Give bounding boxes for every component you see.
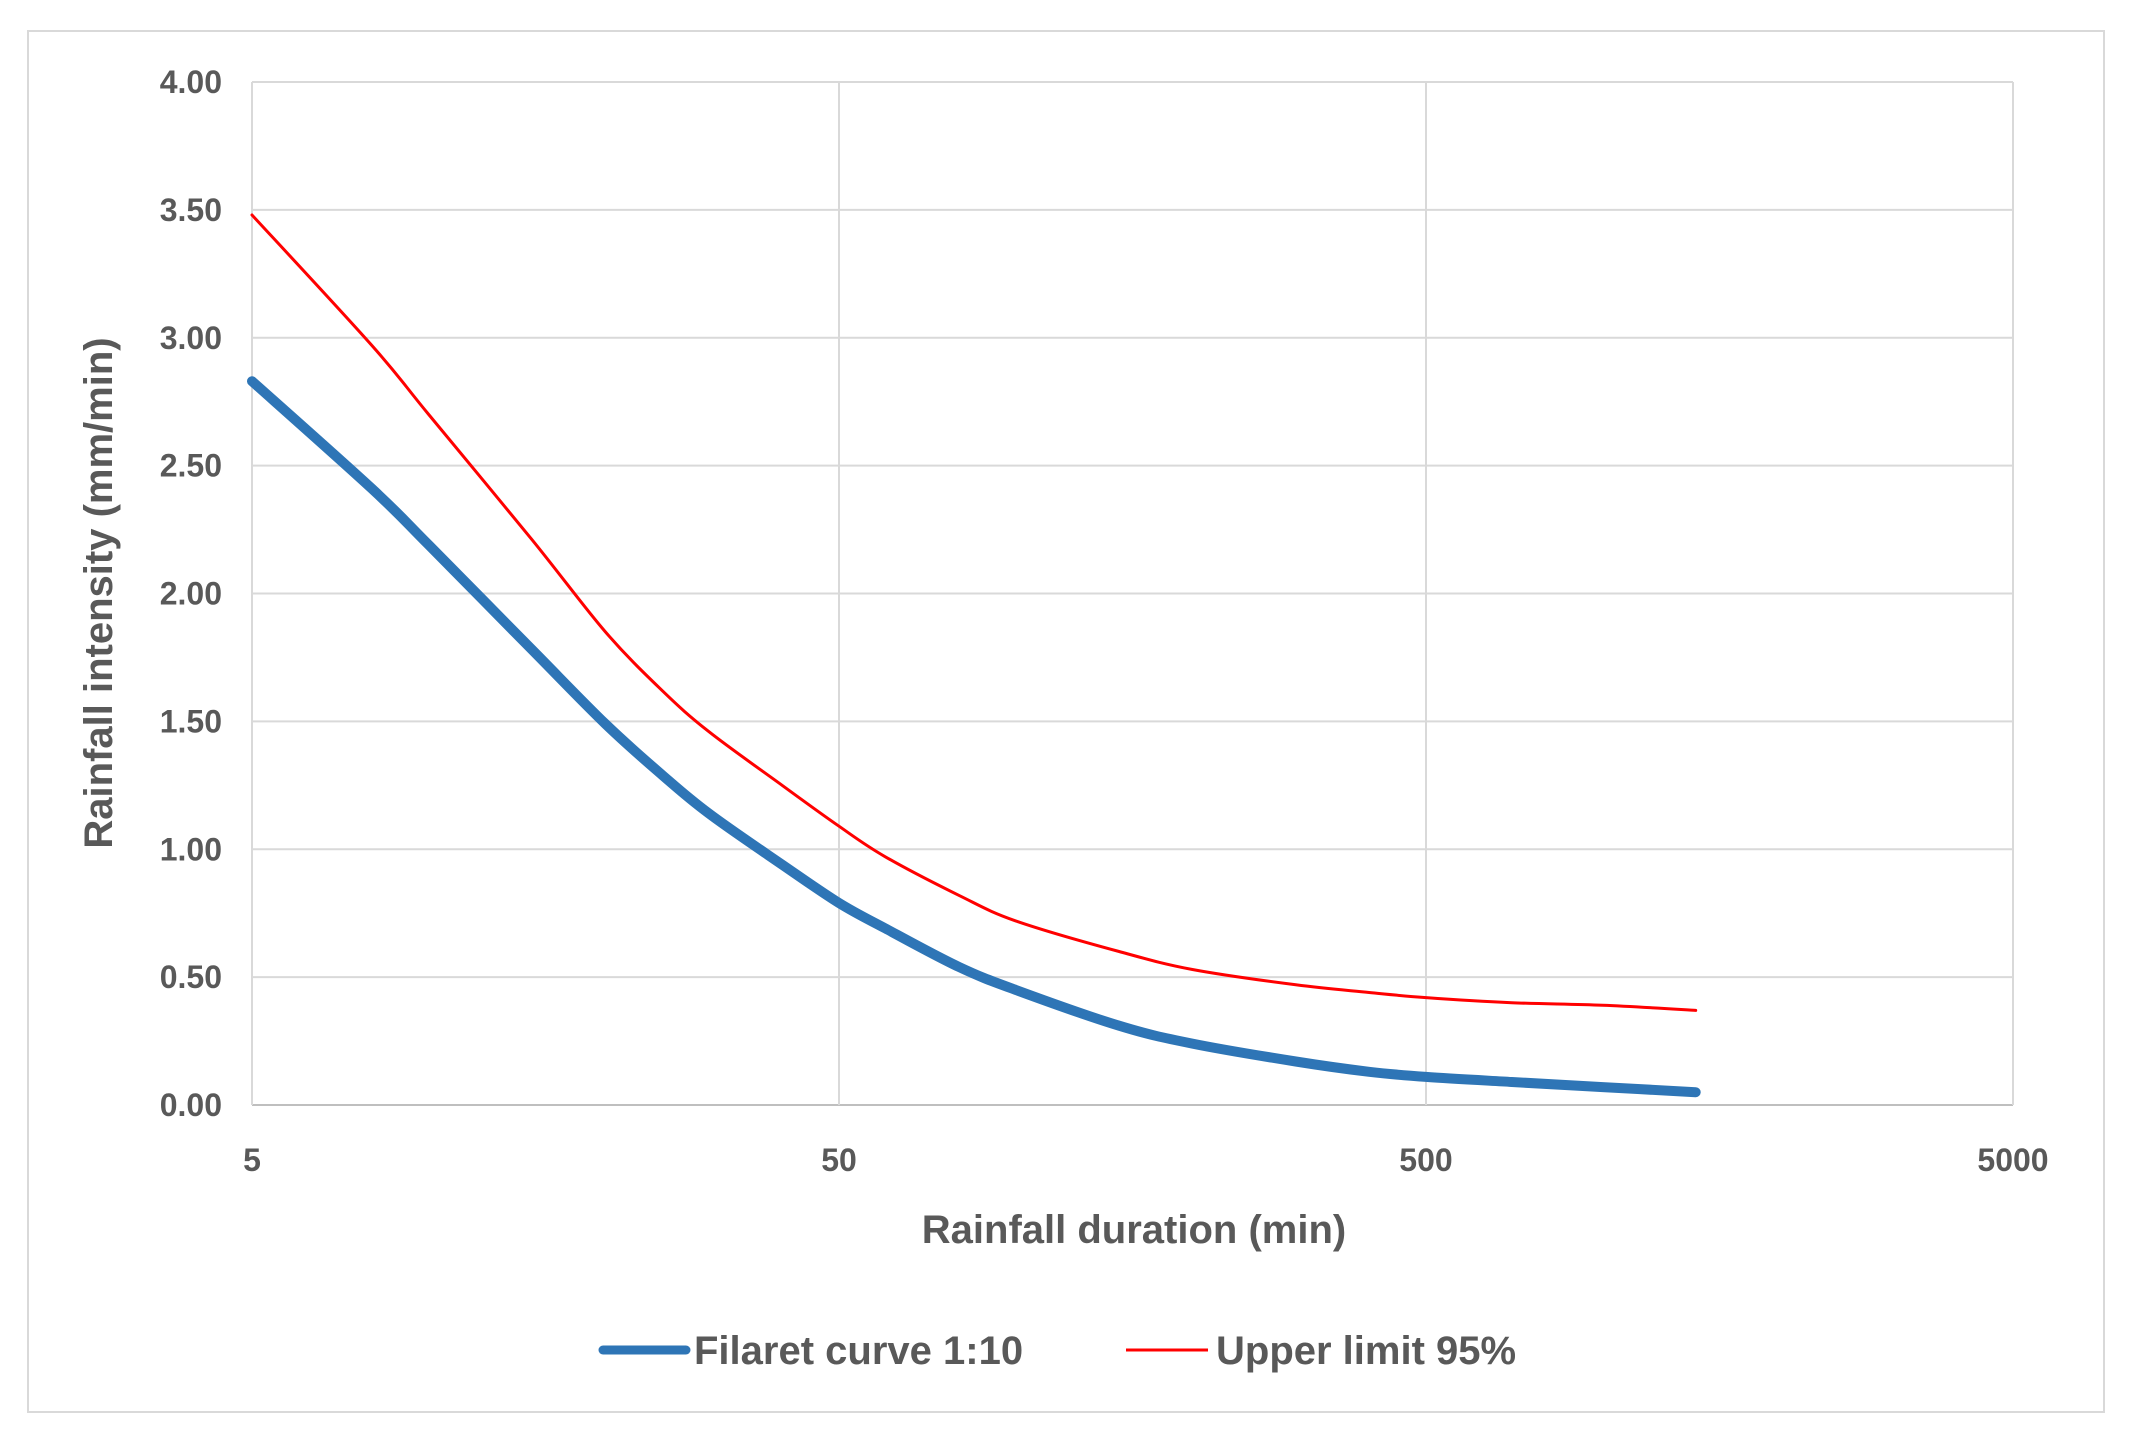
series-layer: [247, 213, 1701, 1098]
y-tick-label: 0.50: [160, 959, 222, 995]
x-tick-label: 5: [243, 1142, 261, 1178]
x-tick-label: 5000: [1977, 1142, 2048, 1178]
x-tick-label: 500: [1399, 1142, 1452, 1178]
x-axis-title: Rainfall duration (min): [922, 1208, 1346, 1252]
y-tick-label: 2.00: [160, 576, 222, 612]
y-tick-label: 1.50: [160, 703, 222, 739]
y-tick-label: 3.00: [160, 320, 222, 356]
y-tick-label: 1.00: [160, 831, 222, 867]
y-tick-label: 2.50: [160, 448, 222, 484]
grid-layer: [251, 81, 2014, 1106]
y-tick-label: 3.50: [160, 192, 222, 228]
y-axis-title: Rainfall intensity (mm/min): [77, 337, 121, 848]
legend-label-upper-limit: Upper limit 95%: [1216, 1329, 1516, 1373]
series-line-upper-limit: [250, 213, 1698, 1012]
y-tick-label: 4.00: [160, 64, 222, 100]
series-line-filaret-curve: [247, 376, 1701, 1098]
legend-label-filaret-curve: Filaret curve 1:10: [694, 1329, 1023, 1373]
legend: Filaret curve 1:10 Upper limit 95%: [598, 1329, 1516, 1373]
x-tick-label: 50: [821, 1142, 857, 1178]
tick-labels: 0.00 0.50 1.00 1.50 2.00 2.50 3.00 3.50 4.00 5 50 5…: [160, 64, 2049, 1178]
y-tick-label: 0.00: [160, 1087, 222, 1123]
